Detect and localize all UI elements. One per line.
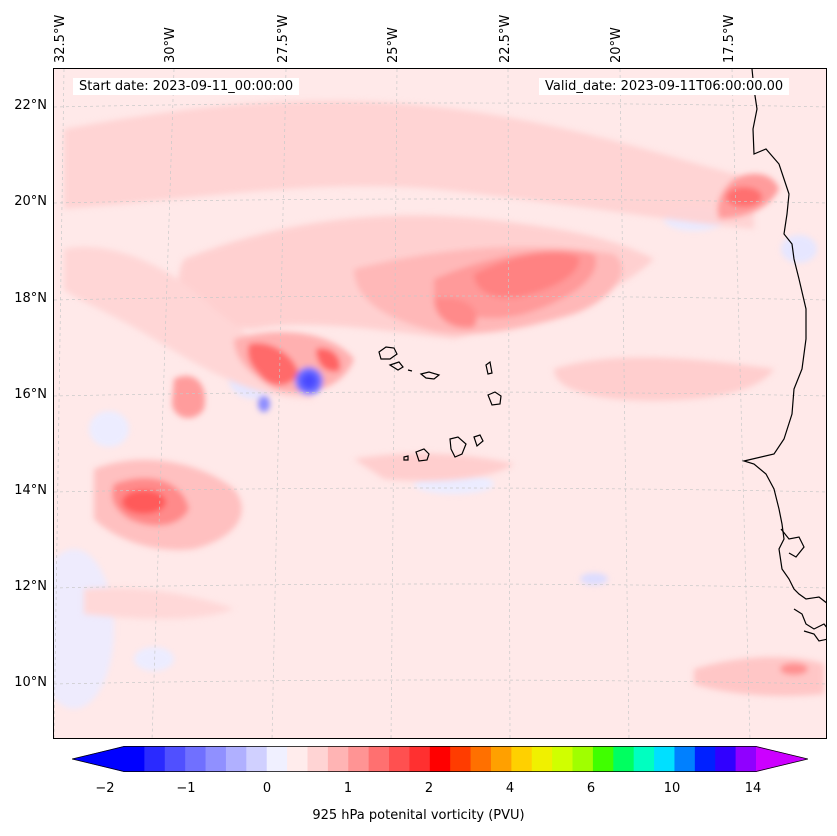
colorbar-cell: [266, 746, 288, 772]
colorbar-cell: [287, 746, 308, 772]
colorbar-cell: [490, 746, 512, 772]
valid-date-label: Valid_date: 2023-09-11T06:00:00.00: [539, 78, 790, 95]
positive-pv-bands: [64, 100, 824, 696]
pv-field-map: [54, 69, 826, 738]
colorbar-cell: [735, 746, 757, 772]
cape-verde-islands: [378, 346, 502, 462]
lon-label-30w: 30°W: [163, 27, 178, 63]
coastlines: [741, 69, 826, 642]
colorbar-cell: [654, 746, 675, 772]
colorbar-outline: [72, 746, 808, 772]
colorbar-cell: [429, 746, 451, 772]
lat-label-10n: 10°N: [14, 675, 47, 690]
start-date-label: Start date: 2023-09-11_00:00:00: [73, 78, 300, 95]
colorbar-cell: [307, 746, 329, 772]
colorbar-cell: [613, 746, 635, 772]
lon-label-17-5w: 17.5°W: [722, 14, 737, 63]
colorbar-label: 925 hPa potenital vorticity (PVU): [312, 808, 525, 823]
colorbar-cell: [715, 746, 737, 772]
lon-label-22-5w: 22.5°W: [498, 14, 513, 63]
colorbar-tick-label: 4: [505, 781, 515, 796]
colorbar-tick-label: 14: [744, 781, 762, 796]
lat-label-22n: 22°N: [14, 98, 47, 113]
colorbar-cell: [531, 746, 553, 772]
colorbar-cell: [205, 746, 227, 772]
colorbar-cell: [185, 746, 207, 772]
colorbar-cell: [470, 746, 492, 772]
colorbar-cell: [592, 746, 614, 772]
colorbar-cell: [389, 746, 410, 772]
lon-label-20w: 20°W: [609, 27, 624, 63]
lat-label-14n: 14°N: [14, 483, 47, 498]
colorbar: [72, 746, 808, 772]
colorbar-extend-over: [756, 746, 808, 772]
colorbar-cell: [633, 746, 655, 772]
colorbar-cell: [450, 746, 472, 772]
colorbar-cell: [674, 746, 696, 772]
lat-label-16n: 16°N: [14, 387, 47, 402]
colorbar-tick-label: 6: [586, 781, 596, 796]
colorbar-cell: [124, 746, 145, 772]
lon-label-32-5w: 32.5°W: [53, 14, 68, 63]
lon-label-27-5w: 27.5°W: [276, 14, 291, 63]
colorbar-cell: [694, 746, 716, 772]
colorbar-tick-label: −2: [95, 781, 115, 796]
lat-label-18n: 18°N: [14, 291, 47, 306]
colorbar-cell: [552, 746, 574, 772]
map-plot-area: Start date: 2023-09-11_00:00:00 Valid_da…: [53, 68, 827, 739]
colorbar-tick-label: 1: [343, 781, 353, 796]
colorbar-extend-under: [72, 746, 124, 772]
colorbar-tick-label: 10: [663, 781, 681, 796]
colorbar-cell: [144, 746, 166, 772]
lat-label-12n: 12°N: [14, 579, 47, 594]
colorbar-tick-label: 0: [262, 781, 272, 796]
colorbar-tick-label: −1: [176, 781, 196, 796]
colorbar-cell: [327, 746, 349, 772]
colorbar-cell: [572, 746, 594, 772]
colorbar-cell: [511, 746, 533, 772]
lat-label-20n: 20°N: [14, 194, 47, 209]
colorbar-cells: [72, 746, 808, 772]
colorbar-cell: [368, 746, 390, 772]
graticule: [54, 69, 826, 738]
colorbar-cell: [348, 746, 370, 772]
colorbar-cell: [225, 746, 247, 772]
lon-label-25w: 25°W: [386, 27, 401, 63]
colorbar-cell: [246, 746, 268, 772]
colorbar-cell: [409, 746, 431, 772]
colorbar-tick-label: 2: [424, 781, 434, 796]
colorbar-cell: [164, 746, 186, 772]
